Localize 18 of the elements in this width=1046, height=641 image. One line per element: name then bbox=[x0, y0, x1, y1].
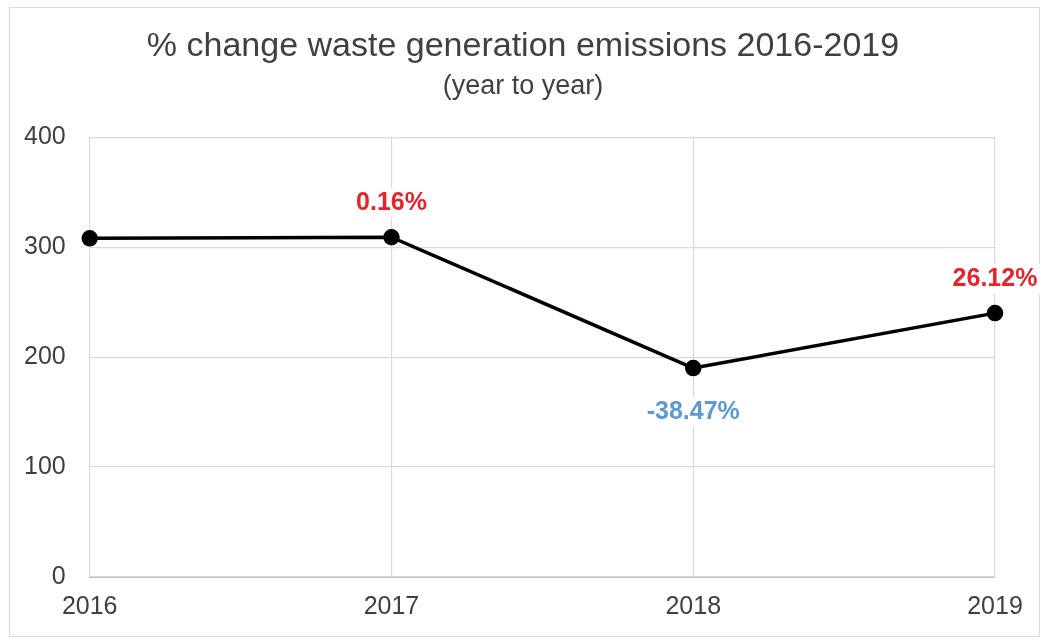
y-tick-label: 400 bbox=[23, 121, 66, 150]
x-tick-label: 2018 bbox=[665, 590, 722, 619]
y-tick-label: 0 bbox=[51, 560, 66, 589]
x-tick-label: 2019 bbox=[967, 590, 1023, 619]
point bbox=[684, 359, 702, 377]
x-tick-label: 2016 bbox=[61, 590, 118, 619]
chart-title: % change waste generation emissions 2016-2019 bbox=[146, 24, 900, 63]
y-tick-label: 200 bbox=[23, 340, 66, 369]
point bbox=[81, 230, 98, 247]
y-tick-label: 100 bbox=[23, 450, 66, 479]
y-tick-label: 300 bbox=[23, 231, 66, 260]
point bbox=[383, 229, 400, 246]
annotation: -38.47% bbox=[646, 395, 740, 424]
point bbox=[986, 304, 1004, 322]
chart-subtitle: (year to year) bbox=[442, 70, 604, 101]
annotation: 26.12% bbox=[952, 263, 1038, 292]
annotation: 0.16% bbox=[356, 187, 427, 216]
x-tick-label: 2017 bbox=[363, 590, 420, 619]
